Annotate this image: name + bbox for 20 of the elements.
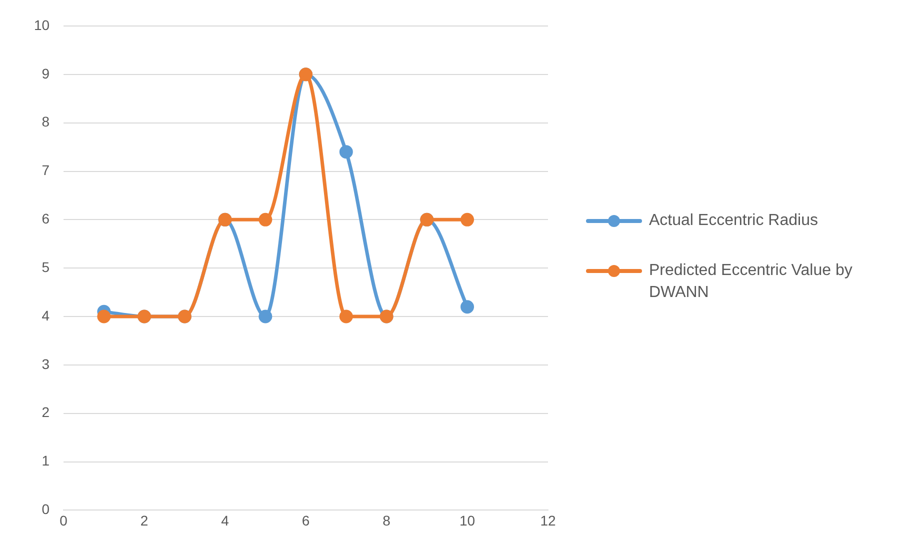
x-tick-label: 4 (221, 512, 230, 528)
x-tick-label: 0 (60, 512, 68, 528)
x-tick-label: 12 (540, 512, 556, 528)
y-tick-label: 7 (42, 162, 50, 178)
y-tick-label: 1 (42, 452, 50, 469)
x-tick-label: 10 (459, 512, 476, 528)
x-tick-label: 6 (302, 512, 310, 528)
legend-label: Predicted Eccentric Value by DWANN (649, 261, 854, 303)
y-tick-label: 9 (42, 65, 50, 82)
y-tick-label: 8 (42, 114, 50, 130)
y-tick-label: 4 (42, 307, 50, 324)
y-tick-label: 2 (42, 404, 50, 420)
y-tick-label: 3 (42, 356, 50, 372)
x-tick-label: 8 (382, 512, 391, 528)
y-tick-label: 0 (42, 501, 50, 518)
legend-label: Actual Eccentric Radius (649, 211, 819, 231)
y-tick-label: 6 (42, 210, 50, 227)
x-tick-label: 2 (140, 512, 148, 528)
y-tick-label: 10 (34, 16, 50, 33)
y-tick-label: 5 (42, 258, 50, 275)
